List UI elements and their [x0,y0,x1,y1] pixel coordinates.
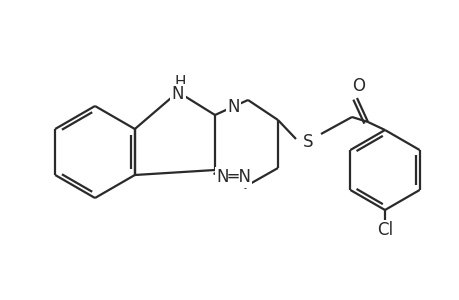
Text: N═N: N═N [216,169,251,187]
Text: N: N [171,85,184,103]
Text: S: S [302,133,313,151]
Text: N: N [227,98,239,116]
Text: H: H [174,74,185,89]
Text: N═N: N═N [216,169,251,187]
Text: O: O [352,77,365,95]
Text: Cl: Cl [376,221,392,239]
